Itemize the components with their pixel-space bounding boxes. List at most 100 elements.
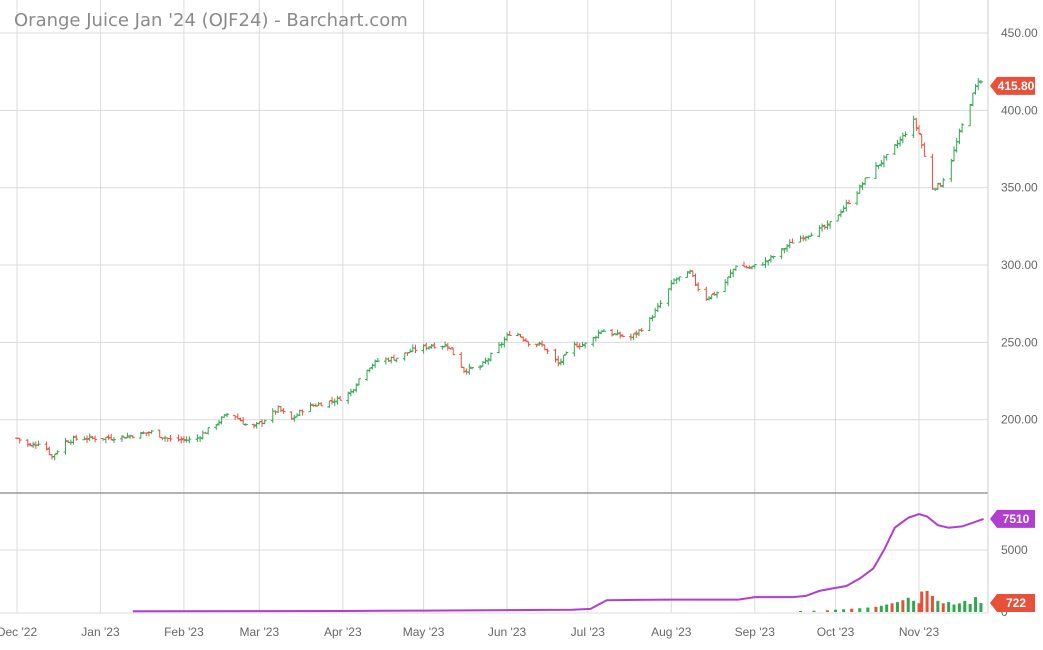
price-bar: [949, 158, 954, 182]
price-bar: [930, 153, 935, 190]
price-bar: [308, 402, 313, 413]
x-tick-label: Oct '23: [817, 625, 855, 639]
price-bar: [817, 225, 822, 238]
price-bar: [496, 342, 501, 354]
price-bar: [838, 209, 843, 218]
price-bar: [149, 429, 154, 434]
price-bar: [187, 436, 192, 444]
y-tick-label: 450.00: [1001, 26, 1038, 40]
volume-bar: [952, 604, 956, 612]
price-bar: [968, 103, 973, 127]
price-bar: [122, 436, 127, 439]
volume-bar: [825, 610, 829, 612]
price-bar: [480, 361, 485, 367]
x-tick-label: Jan '23: [81, 625, 120, 639]
y-tick-label: 5000: [1001, 543, 1028, 557]
price-bar: [367, 367, 372, 373]
price-bar: [728, 269, 733, 279]
price-bar: [448, 347, 453, 350]
price-bar: [394, 357, 399, 363]
price-bar: [922, 142, 927, 157]
price-bar: [386, 357, 391, 362]
price-bar: [281, 408, 286, 414]
price-bar: [639, 328, 644, 332]
price-bar: [459, 352, 464, 368]
price-bar: [47, 446, 52, 456]
price-bar: [31, 441, 36, 448]
price-bar: [241, 417, 246, 425]
price-bar: [960, 123, 965, 133]
price-bar: [402, 352, 407, 361]
price-bar: [653, 307, 658, 318]
x-tick-label: Aug '23: [651, 625, 692, 639]
price-bar: [373, 359, 378, 368]
price-bar: [938, 182, 943, 187]
price-bar: [941, 177, 946, 188]
price-bar: [540, 340, 545, 347]
price-bar: [828, 221, 833, 229]
price-bar: [432, 342, 437, 349]
price-bar: [421, 344, 426, 354]
price-bar: [426, 346, 431, 350]
price-bar: [238, 417, 243, 422]
volume-bar: [895, 602, 899, 612]
price-bar: [903, 131, 908, 137]
price-bar: [650, 314, 655, 322]
price-bar: [677, 276, 682, 282]
volume-bar: [874, 606, 878, 612]
x-tick-label: May '23: [403, 625, 445, 639]
x-tick-label: Apr '23: [324, 625, 362, 639]
price-bar: [518, 333, 523, 338]
open-interest-badge: 7510: [990, 509, 1035, 528]
price-bar: [443, 341, 448, 348]
price-bar: [790, 238, 795, 244]
volume-bar: [834, 609, 838, 612]
price-bar: [873, 161, 878, 179]
price-bar: [785, 244, 790, 252]
price-bar: [712, 291, 717, 296]
volume-bar: [842, 609, 846, 612]
price-bar: [610, 328, 615, 337]
price-bar: [809, 232, 814, 237]
price-bar: [120, 435, 125, 443]
price-bar: [693, 273, 698, 287]
price-bar: [976, 78, 981, 91]
price-bar: [752, 263, 757, 269]
price-bar: [405, 352, 410, 356]
price-bar: [206, 427, 211, 435]
price-bar: [507, 330, 512, 336]
price-bar: [798, 235, 803, 243]
price-bar: [766, 259, 771, 266]
price-bar: [715, 291, 720, 299]
volume-bar: [858, 608, 862, 612]
price-bar: [408, 348, 413, 353]
price-bar: [354, 383, 359, 393]
price-bar: [825, 220, 830, 230]
price-bar: [346, 391, 351, 405]
price-bar: [612, 333, 617, 335]
price-bar: [233, 414, 238, 420]
volume-bar: [979, 603, 983, 612]
volume-bar: [912, 600, 916, 612]
price-bar: [313, 403, 318, 407]
price-bar: [109, 433, 114, 441]
price-bar: [198, 436, 203, 442]
price-bar: [558, 358, 563, 366]
price-bar: [841, 205, 846, 213]
price-bar: [892, 144, 897, 155]
volume-bar: [812, 610, 816, 612]
price-bar: [973, 83, 978, 95]
price-bar: [898, 136, 903, 147]
price-bar: [879, 159, 884, 167]
price-bar: [733, 265, 738, 271]
price-bar: [787, 239, 792, 249]
price-bar: [278, 406, 283, 413]
price-bar: [935, 182, 940, 190]
x-tick-label: Jun '23: [488, 625, 527, 639]
price-bar: [181, 436, 186, 443]
price-bar: [383, 357, 388, 365]
price-bar: [467, 363, 472, 375]
price-bar: [674, 277, 679, 284]
